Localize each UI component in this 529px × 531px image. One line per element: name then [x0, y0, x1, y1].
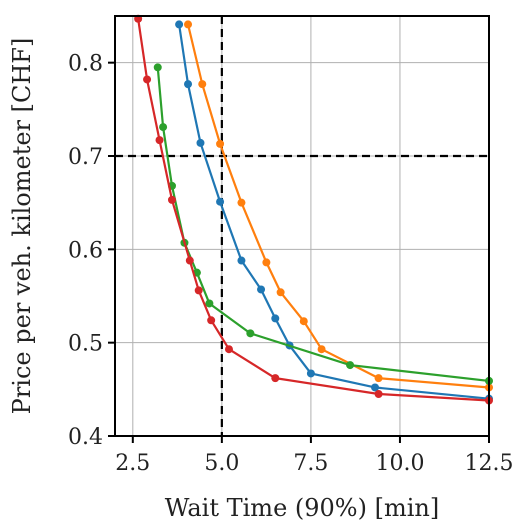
data-point [246, 329, 255, 338]
y-tick-label: 0.6 [68, 238, 103, 263]
data-point [143, 75, 152, 84]
data-point [271, 314, 280, 323]
x-axis-label: Wait Time (90%) [min] [165, 494, 439, 522]
data-point [224, 345, 233, 354]
x-tick-label: 2.5 [115, 451, 150, 476]
series-line [186, 24, 490, 389]
series-1 [184, 20, 493, 392]
data-point [237, 198, 246, 207]
data-point [237, 256, 246, 265]
data-point [185, 256, 194, 265]
data-point [371, 383, 380, 392]
series-2 [153, 63, 493, 385]
data-point [216, 197, 225, 206]
plot-frame [114, 15, 490, 437]
series-3 [134, 14, 493, 405]
data-point [346, 361, 355, 370]
x-tick-label: 12.5 [465, 451, 514, 476]
x-tick-label: 5.0 [204, 451, 239, 476]
data-point [155, 136, 164, 145]
data-point [184, 80, 193, 89]
data-point [167, 195, 176, 204]
series-line [156, 67, 490, 383]
data-point [196, 138, 205, 147]
data-point [262, 258, 271, 267]
data-point [175, 20, 184, 29]
reference-lines [115, 16, 489, 436]
data-point [205, 299, 214, 308]
y-tick-label: 0.5 [68, 332, 103, 357]
series-line [137, 18, 490, 402]
data-point [198, 80, 207, 89]
data-point [276, 288, 285, 297]
data-point [374, 390, 383, 398]
data-point [271, 374, 280, 383]
data-point [184, 20, 193, 29]
data-point [153, 63, 162, 72]
data-point [317, 345, 326, 354]
x-tick-label: 10.0 [375, 451, 424, 476]
y-axis-label: Price per veh. kilometer [CHF] [8, 38, 36, 415]
data-point [257, 285, 266, 294]
y-tick-label: 0.4 [68, 425, 103, 450]
series-group [134, 14, 493, 405]
data-point [216, 139, 225, 148]
y-tick-label: 0.7 [68, 145, 103, 170]
data-point [207, 316, 216, 325]
data-point [374, 374, 383, 383]
grid [115, 16, 490, 437]
axis-ticks: 2.5 5.0 7.5 10.0 12.5 0.4 0.5 0.6 0.7 0.8 [68, 52, 513, 476]
x-tick-label: 7.5 [293, 451, 328, 476]
y-tick-label: 0.8 [68, 52, 103, 77]
data-point [159, 123, 168, 132]
series-0 [175, 20, 493, 403]
data-point [306, 369, 315, 378]
data-point [299, 317, 308, 326]
data-point [194, 286, 203, 295]
